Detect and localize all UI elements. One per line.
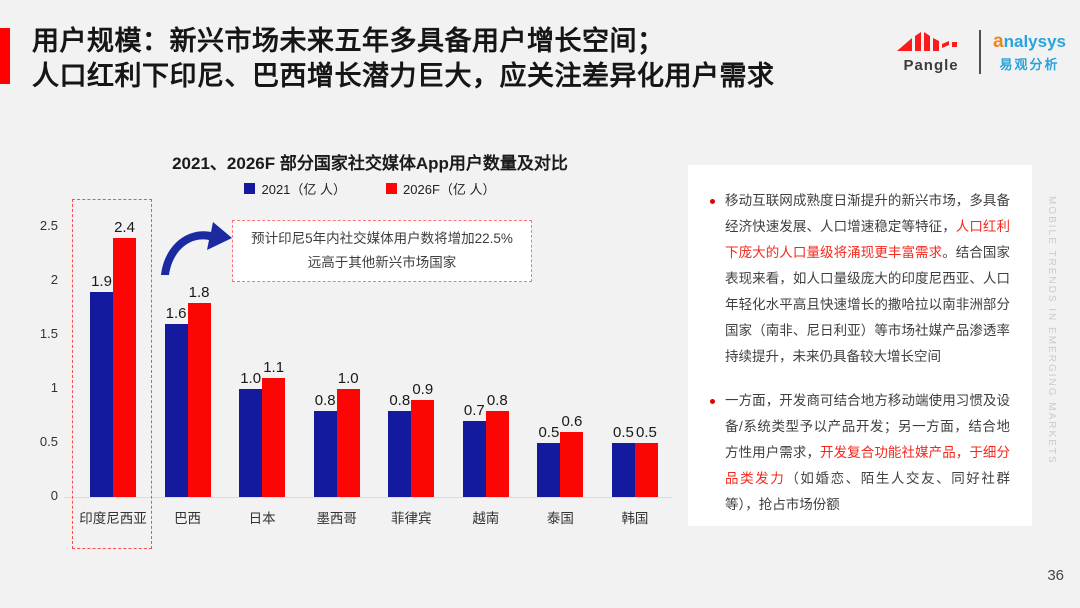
bar-2021 bbox=[537, 443, 561, 497]
bar-value-label: 1.6 bbox=[165, 305, 187, 323]
category-label: 越南 bbox=[472, 511, 500, 526]
bar-2021 bbox=[164, 324, 188, 497]
bar-group: 1.9 2.4 印度尼西亚 bbox=[78, 210, 148, 526]
y-axis-tick: 1.5 bbox=[39, 326, 58, 341]
bar-2026f bbox=[262, 378, 286, 497]
annotation-line-2: 远高于其他新兴市场国家 bbox=[307, 255, 457, 270]
y-axis-tick: 0.5 bbox=[39, 434, 58, 449]
bar-value-label: 1.0 bbox=[240, 370, 262, 387]
bar-2026f bbox=[560, 432, 584, 497]
bar-value-label: 0.5 bbox=[538, 424, 560, 441]
bar-group: 0.8 1.0 墨西哥 bbox=[302, 210, 372, 526]
bar-group: 1.0 1.1 日本 bbox=[227, 210, 297, 526]
bar-group: 0.5 0.6 泰国 bbox=[525, 210, 595, 526]
logo-divider bbox=[979, 30, 982, 74]
annotation-line-1: 预计印尼5年内社交媒体用户数将增加22.5% bbox=[251, 231, 513, 246]
legend-label-2021: 2021（亿 人） bbox=[261, 182, 347, 197]
pangle-wordmark: Pangle bbox=[903, 56, 959, 74]
bullet-text: 移动互联网成熟度日渐提升的新兴市场，多具备经济快速发展、人口增速稳定等特征，人口… bbox=[725, 193, 1011, 364]
title-accent-bar bbox=[0, 28, 10, 84]
category-label: 韩国 bbox=[621, 511, 649, 526]
category-label: 泰国 bbox=[546, 511, 574, 526]
legend-swatch-red bbox=[386, 183, 398, 194]
bar-2026f bbox=[187, 302, 211, 497]
legend-label-2026f: 2026F（亿 人） bbox=[403, 182, 496, 197]
insight-bullet: 一方面，开发商可结合地方移动端使用习惯及设备/系统类型予以产品开发；另一方面，结… bbox=[710, 388, 1010, 518]
bar-2026f bbox=[336, 389, 360, 497]
pangle-logo: Pangle bbox=[895, 31, 967, 74]
curved-arrow-icon bbox=[161, 222, 232, 275]
title-line-2: 人口红利下印尼、巴西增长潜力巨大，应关注差异化用户需求 bbox=[32, 61, 775, 91]
legend-item-2021: 2021（亿 人） bbox=[244, 179, 346, 198]
category-label: 印度尼西亚 bbox=[79, 511, 147, 526]
y-axis-tick: 0 bbox=[50, 488, 58, 503]
indonesia-highlight-box bbox=[72, 199, 152, 549]
analysys-wordmark: analysys bbox=[993, 31, 1066, 52]
y-axis: 2.5 2 1.5 1 0.5 0 bbox=[24, 0, 58, 608]
bar-value-label: 1.1 bbox=[263, 359, 285, 377]
category-label: 日本 bbox=[248, 511, 276, 526]
chart-title: 2021、2026F 部分国家社交媒体App用户数量及对比 bbox=[172, 154, 568, 173]
bar-value-label: 0.8 bbox=[486, 391, 508, 409]
bar-value-label: 0.7 bbox=[463, 402, 485, 420]
y-axis-tick: 2.5 bbox=[39, 218, 58, 233]
bar-chart: 1.9 2.4 印度尼西亚 1.6 1.8 巴西 1.0 1.1 日本 0.8 1.0 墨西哥 0.8 0… bbox=[78, 210, 670, 526]
bar-group: 0.8 0.9 菲律宾 bbox=[376, 210, 446, 526]
bar-group: 0.5 0.5 韩国 bbox=[600, 210, 670, 526]
bar-2021 bbox=[611, 443, 635, 497]
category-label: 巴西 bbox=[174, 511, 202, 526]
bullet-dot-icon bbox=[710, 199, 715, 204]
side-watermark: MOBILE TRENDS IN EMERGING MARKETS bbox=[1046, 196, 1057, 465]
insights-panel: 移动互联网成熟度日渐提升的新兴市场，多具备经济快速发展、人口增速稳定等特征，人口… bbox=[688, 165, 1032, 526]
annotation-box: 预计印尼5年内社交媒体用户数将增加22.5% 远高于其他新兴市场国家 bbox=[232, 220, 532, 282]
category-label: 墨西哥 bbox=[316, 511, 357, 526]
bar-2021 bbox=[90, 291, 113, 497]
bar-value-label: 1.9 bbox=[91, 272, 112, 290]
bar-value-label: 0.5 bbox=[613, 424, 634, 441]
x-axis-line bbox=[64, 497, 672, 498]
bar-2021 bbox=[239, 389, 263, 497]
bar-2021 bbox=[313, 410, 337, 497]
category-label: 菲律宾 bbox=[391, 511, 432, 526]
bar-group: 1.6 1.8 巴西 bbox=[153, 210, 223, 526]
bar-value-label: 0.8 bbox=[389, 391, 411, 409]
analysys-logo: analysys 易观分析 bbox=[993, 31, 1066, 73]
y-axis-tick: 1 bbox=[50, 380, 58, 395]
analysys-cn-name: 易观分析 bbox=[999, 57, 1060, 72]
legend-swatch-blue bbox=[244, 183, 256, 194]
y-axis-tick: 2 bbox=[50, 272, 58, 287]
bar-value-label: 0.8 bbox=[314, 391, 336, 409]
bar-value-label: 0.6 bbox=[561, 413, 583, 431]
insight-bullet: 移动互联网成熟度日渐提升的新兴市场，多具备经济快速发展、人口增速稳定等特征，人口… bbox=[710, 188, 1010, 370]
bar-2021 bbox=[388, 410, 412, 497]
bar-value-label: 0.9 bbox=[412, 380, 434, 398]
pangle-logo-icon bbox=[897, 31, 958, 51]
bar-value-label: 0.5 bbox=[636, 424, 657, 441]
bar-group: 0.7 0.8 越南 bbox=[451, 210, 521, 526]
chart-legend: 2021（亿 人） 2026F（亿 人） bbox=[140, 179, 600, 198]
bar-2026f bbox=[485, 410, 509, 497]
bullet-dot-icon bbox=[710, 399, 715, 404]
bar-value-label: 2.4 bbox=[114, 218, 135, 236]
page-number: 36 bbox=[1047, 567, 1064, 584]
page-title: 用户规模：新兴市场未来五年多具备用户增长空间； 人口红利下印尼、巴西增长潜力巨大… bbox=[32, 24, 882, 94]
title-line-1: 用户规模：新兴市场未来五年多具备用户增长空间； bbox=[32, 26, 665, 56]
bar-value-label: 1.0 bbox=[337, 370, 359, 387]
bar-2021 bbox=[462, 421, 486, 497]
bar-value-label: 1.8 bbox=[188, 283, 210, 301]
bar-2026f bbox=[411, 399, 435, 497]
logo-group: Pangle analysys 易观分析 bbox=[895, 30, 1066, 74]
legend-item-2026f: 2026F（亿 人） bbox=[386, 179, 496, 198]
bar-2026f bbox=[634, 443, 658, 497]
bullet-text: 一方面，开发商可结合地方移动端使用习惯及设备/系统类型予以产品开发；另一方面，结… bbox=[725, 393, 1011, 512]
bar-2026f bbox=[113, 237, 136, 497]
